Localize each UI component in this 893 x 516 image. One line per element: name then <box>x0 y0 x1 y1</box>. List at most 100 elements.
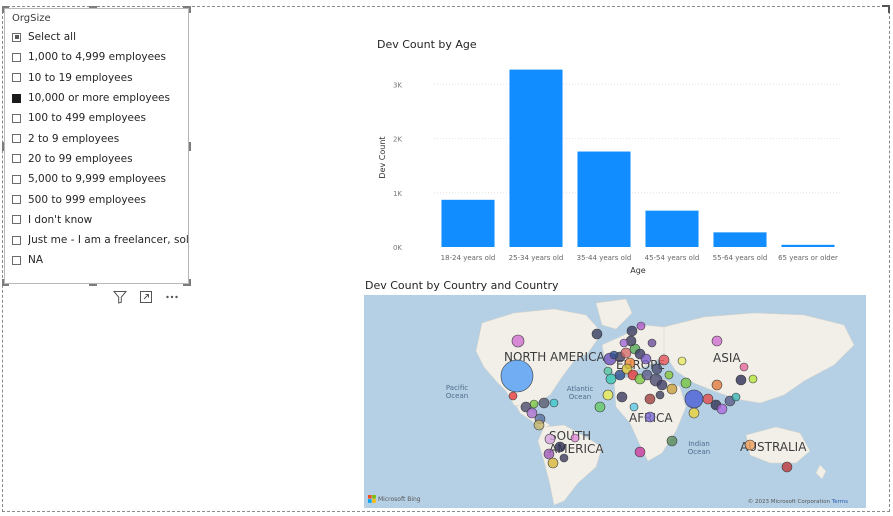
orgsize-slicer[interactable]: OrgSize Select all 1,000 to 4,999 employe… <box>4 8 189 284</box>
map-bubble[interactable] <box>620 347 632 359</box>
slicer-checkbox[interactable] <box>12 255 21 265</box>
map-bubble[interactable] <box>543 448 555 460</box>
resize-handle[interactable] <box>2 142 4 151</box>
slicer-item[interactable]: 10 to 19 employees <box>12 68 188 88</box>
slicer-item[interactable]: 100 to 499 employees <box>12 108 188 128</box>
map-bubble[interactable] <box>570 433 580 443</box>
slicer-checkbox[interactable] <box>12 215 21 225</box>
slicer-item[interactable]: I don't know <box>12 210 188 230</box>
slicer-checkbox[interactable] <box>12 73 21 83</box>
map-bubble[interactable] <box>634 446 646 458</box>
slicer-checkbox[interactable] <box>12 235 21 245</box>
map-bubble[interactable] <box>744 439 756 451</box>
map-bubble[interactable] <box>603 366 613 376</box>
map-bubble[interactable] <box>644 411 656 423</box>
resize-handle[interactable] <box>189 6 191 13</box>
map-bubble[interactable] <box>702 393 714 405</box>
map-bubble[interactable] <box>644 393 656 405</box>
map-bubble[interactable] <box>711 335 723 347</box>
map-bubble[interactable] <box>500 359 534 393</box>
slicer-item[interactable]: 20 to 99 employees <box>12 149 188 169</box>
map-bubble[interactable] <box>716 403 728 415</box>
slicer-checkbox[interactable] <box>12 32 21 42</box>
terms-link[interactable]: Terms <box>831 499 848 505</box>
map-bubble[interactable] <box>538 397 550 409</box>
map-bubble[interactable] <box>664 370 674 380</box>
slicer-checkbox[interactable] <box>12 134 21 144</box>
resize-handle[interactable] <box>89 284 97 286</box>
country-bubble-map[interactable]: NORTH AMERICA EUROPE ASIA AFRICA SOUTH A… <box>364 295 866 508</box>
ocean-label-indian: Indian Ocean <box>687 440 711 456</box>
resize-handle[interactable] <box>2 279 4 286</box>
map-bubble[interactable] <box>508 391 518 401</box>
slicer-item[interactable]: 1,000 to 4,999 employees <box>12 47 188 67</box>
map-bubble[interactable] <box>748 374 758 384</box>
map-bubble[interactable] <box>609 350 619 360</box>
resize-handle[interactable] <box>183 284 191 286</box>
map-bubble[interactable] <box>658 354 670 366</box>
map-bubble[interactable] <box>731 392 741 402</box>
map-bubble[interactable] <box>647 338 657 348</box>
map-bubble[interactable] <box>605 373 617 385</box>
focus-mode-icon[interactable] <box>138 289 154 305</box>
slicer-item[interactable]: NA <box>12 250 188 270</box>
map-bubble[interactable] <box>641 369 653 381</box>
resize-handle[interactable] <box>189 279 191 286</box>
slicer-checkbox[interactable] <box>12 174 21 184</box>
slicer-title: OrgSize <box>12 13 51 24</box>
filter-icon[interactable] <box>112 289 128 305</box>
resize-handle[interactable] <box>2 284 9 286</box>
map-bubble[interactable] <box>739 362 749 372</box>
map-bubble[interactable] <box>655 390 665 400</box>
map-bubble[interactable] <box>533 419 545 431</box>
map-bubble[interactable] <box>616 391 628 403</box>
map-bubble[interactable] <box>511 334 525 348</box>
slicer-item[interactable]: Just me - I am a freelancer, sol... <box>12 230 188 250</box>
map-bubble[interactable] <box>614 369 626 381</box>
dev-count-by-age-chart[interactable]: Dev Count by Age 0K 1K 2K 3K 18-24 years old… <box>364 30 864 280</box>
resize-handle[interactable] <box>183 6 191 8</box>
x-tick-label: 35-44 years old <box>577 254 632 262</box>
slicer-item-label: 1,000 to 4,999 employees <box>28 51 166 64</box>
slicer-checkbox[interactable] <box>12 154 21 164</box>
slicer-item[interactable]: 10,000 or more employees <box>12 88 188 108</box>
slicer-checkbox[interactable] <box>12 113 21 123</box>
map-bubble[interactable] <box>619 338 629 348</box>
map-bubble[interactable] <box>666 383 678 395</box>
map-bubble[interactable] <box>591 328 603 340</box>
map-bubble[interactable] <box>594 401 606 413</box>
map-bubble[interactable] <box>640 353 652 365</box>
slicer-item[interactable]: Select all <box>12 27 188 47</box>
slicer-item[interactable]: 2 to 9 employees <box>12 128 188 148</box>
map-bubble[interactable] <box>526 407 538 419</box>
map-bubble[interactable] <box>677 356 687 366</box>
map-bubble[interactable] <box>684 389 704 409</box>
map-bubble[interactable] <box>544 433 556 445</box>
map-bubble[interactable] <box>680 377 692 389</box>
resize-handle[interactable] <box>2 6 9 8</box>
map-bubble[interactable] <box>602 389 614 401</box>
map-bubble[interactable] <box>547 457 559 469</box>
slicer-checkbox[interactable] <box>12 93 21 103</box>
map-bubble[interactable] <box>651 363 663 375</box>
map-bubble[interactable] <box>626 325 638 337</box>
slicer-item[interactable]: 5,000 to 9,999 employees <box>12 169 188 189</box>
map-bubble[interactable] <box>656 379 668 391</box>
map-bubble[interactable] <box>559 453 569 463</box>
map-bubble[interactable] <box>688 407 700 419</box>
slicer-checkbox[interactable] <box>12 52 21 62</box>
map-bubble[interactable] <box>549 398 559 408</box>
slicer-item[interactable]: 500 to 999 employees <box>12 189 188 209</box>
map-bubble[interactable] <box>629 402 639 412</box>
resize-handle[interactable] <box>89 6 97 8</box>
map-bubble[interactable] <box>666 435 678 447</box>
map-bubble[interactable] <box>554 441 566 453</box>
resize-handle[interactable] <box>189 142 191 151</box>
slicer-checkbox[interactable] <box>12 195 21 205</box>
map-bubble[interactable] <box>781 461 793 473</box>
more-options-icon[interactable] <box>164 289 180 305</box>
map-bubble[interactable] <box>711 379 723 391</box>
map-bubble[interactable] <box>735 374 747 386</box>
map-bubble[interactable] <box>636 321 646 331</box>
resize-handle[interactable] <box>2 6 4 13</box>
